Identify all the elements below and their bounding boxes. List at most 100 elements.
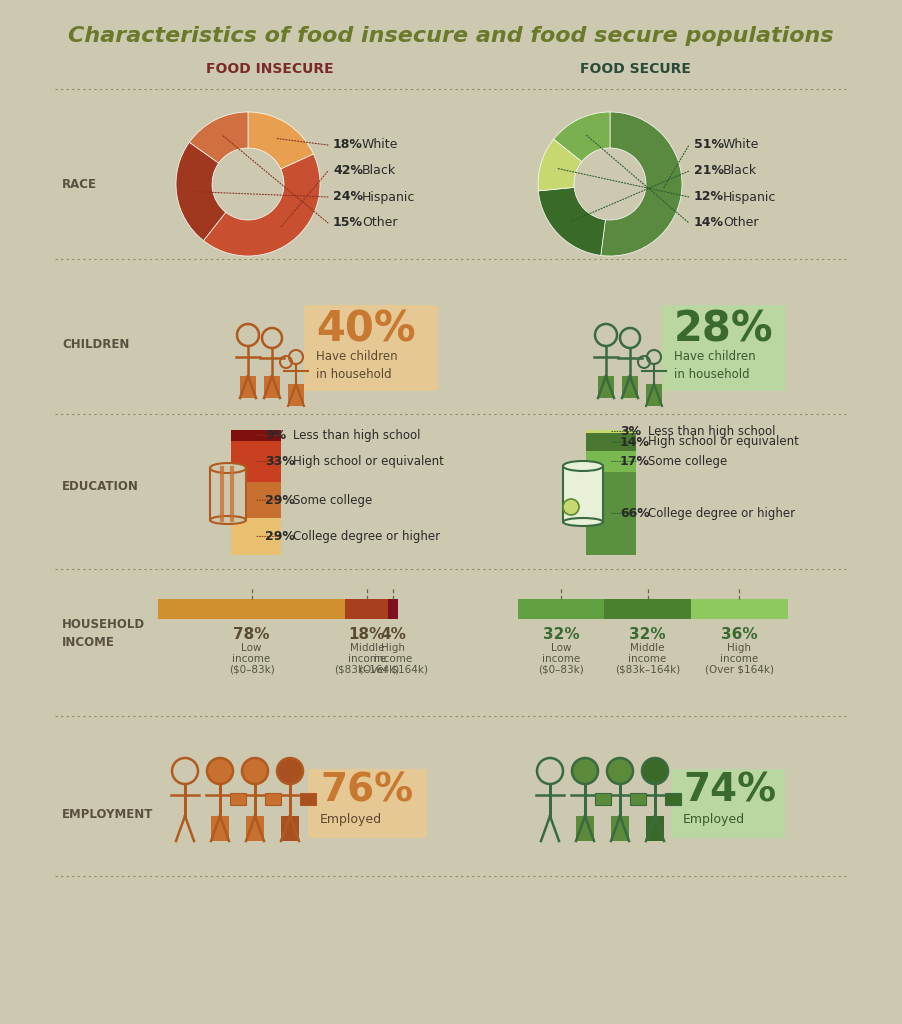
Text: 21%: 21% bbox=[694, 165, 723, 177]
Wedge shape bbox=[538, 187, 604, 255]
Bar bbox=[611, 816, 629, 841]
Circle shape bbox=[277, 758, 303, 784]
Text: Some college: Some college bbox=[292, 494, 372, 507]
Bar bbox=[585, 429, 635, 433]
Text: 78%: 78% bbox=[233, 627, 270, 642]
Text: ($83k–164k): ($83k–164k) bbox=[334, 665, 399, 675]
Text: income: income bbox=[373, 654, 412, 664]
Bar bbox=[597, 376, 613, 398]
Text: Employed: Employed bbox=[682, 812, 744, 825]
FancyBboxPatch shape bbox=[670, 769, 784, 838]
Text: 29%: 29% bbox=[264, 494, 295, 507]
Text: 14%: 14% bbox=[694, 216, 723, 229]
Wedge shape bbox=[600, 112, 681, 256]
FancyBboxPatch shape bbox=[661, 305, 785, 391]
Text: Black: Black bbox=[723, 165, 756, 177]
Text: College degree or higher: College degree or higher bbox=[292, 529, 439, 543]
Text: 66%: 66% bbox=[620, 507, 649, 520]
Text: ($0–83k): ($0–83k) bbox=[538, 665, 584, 675]
Text: Low: Low bbox=[241, 643, 262, 653]
Bar bbox=[210, 468, 245, 520]
Text: 14%: 14% bbox=[620, 435, 649, 449]
Bar bbox=[231, 482, 281, 518]
Bar bbox=[585, 472, 635, 555]
Text: 36%: 36% bbox=[721, 627, 757, 642]
Ellipse shape bbox=[562, 461, 603, 471]
Bar bbox=[518, 599, 603, 618]
Circle shape bbox=[207, 758, 233, 784]
Bar bbox=[630, 793, 645, 805]
Bar bbox=[645, 816, 663, 841]
Text: 76%: 76% bbox=[319, 772, 413, 810]
Wedge shape bbox=[553, 112, 610, 162]
Text: FOOD INSECURE: FOOD INSECURE bbox=[206, 62, 334, 76]
Text: College degree or higher: College degree or higher bbox=[648, 507, 795, 520]
Text: 24%: 24% bbox=[333, 190, 363, 204]
Text: Middle: Middle bbox=[630, 643, 664, 653]
Text: 9%: 9% bbox=[264, 429, 286, 441]
Text: EDUCATION: EDUCATION bbox=[62, 479, 139, 493]
Text: Employed: Employed bbox=[319, 812, 382, 825]
Text: 18%: 18% bbox=[333, 138, 363, 152]
Wedge shape bbox=[248, 112, 313, 169]
Bar bbox=[263, 376, 280, 398]
Bar bbox=[345, 599, 388, 618]
Bar bbox=[690, 599, 787, 618]
Bar bbox=[575, 816, 594, 841]
Text: CHILDREN: CHILDREN bbox=[62, 338, 129, 350]
Text: 17%: 17% bbox=[620, 455, 649, 468]
Text: High: High bbox=[381, 643, 405, 653]
Text: 42%: 42% bbox=[333, 165, 363, 177]
Wedge shape bbox=[189, 112, 248, 163]
Circle shape bbox=[562, 499, 578, 515]
Bar bbox=[264, 793, 281, 805]
Text: White: White bbox=[723, 138, 759, 152]
Text: Middle: Middle bbox=[349, 643, 383, 653]
Text: income: income bbox=[347, 654, 385, 664]
FancyBboxPatch shape bbox=[304, 305, 437, 391]
Text: Some college: Some college bbox=[648, 455, 726, 468]
Text: 33%: 33% bbox=[264, 455, 294, 468]
Bar bbox=[230, 793, 245, 805]
Text: Low: Low bbox=[550, 643, 571, 653]
Bar bbox=[240, 376, 255, 398]
Bar bbox=[621, 376, 638, 398]
Text: EMPLOYMENT: EMPLOYMENT bbox=[62, 808, 153, 820]
Bar bbox=[603, 599, 690, 618]
Text: 51%: 51% bbox=[694, 138, 723, 152]
Text: Less than high school: Less than high school bbox=[648, 425, 775, 438]
Bar bbox=[281, 816, 299, 841]
Text: White: White bbox=[362, 138, 398, 152]
Text: 15%: 15% bbox=[333, 216, 363, 229]
Text: 12%: 12% bbox=[694, 190, 723, 204]
Text: FOOD SECURE: FOOD SECURE bbox=[579, 62, 690, 76]
Text: Other: Other bbox=[362, 216, 397, 229]
Text: Hispanic: Hispanic bbox=[723, 190, 776, 204]
Text: High school or equivalent: High school or equivalent bbox=[292, 455, 444, 468]
Bar bbox=[645, 384, 661, 406]
Bar bbox=[585, 451, 635, 472]
Bar bbox=[288, 384, 304, 406]
Bar bbox=[231, 429, 281, 440]
Text: 74%: 74% bbox=[682, 772, 775, 810]
Wedge shape bbox=[203, 154, 319, 256]
Bar bbox=[594, 793, 611, 805]
Bar bbox=[158, 599, 345, 618]
Text: ($83k–164k): ($83k–164k) bbox=[614, 665, 679, 675]
Text: RACE: RACE bbox=[62, 177, 97, 190]
Text: ($0–83k): ($0–83k) bbox=[228, 665, 274, 675]
Text: Hispanic: Hispanic bbox=[362, 190, 415, 204]
Ellipse shape bbox=[562, 518, 603, 526]
Text: Other: Other bbox=[723, 216, 758, 229]
Text: HOUSEHOLD
INCOME: HOUSEHOLD INCOME bbox=[62, 618, 145, 649]
Text: Less than high school: Less than high school bbox=[292, 429, 420, 441]
Circle shape bbox=[242, 758, 268, 784]
Bar bbox=[562, 466, 603, 522]
Circle shape bbox=[606, 758, 632, 784]
FancyBboxPatch shape bbox=[308, 769, 427, 838]
Bar bbox=[231, 518, 281, 555]
Text: income: income bbox=[232, 654, 271, 664]
Bar bbox=[664, 793, 680, 805]
Text: 32%: 32% bbox=[629, 627, 665, 642]
Text: (Over $164k): (Over $164k) bbox=[358, 665, 428, 675]
